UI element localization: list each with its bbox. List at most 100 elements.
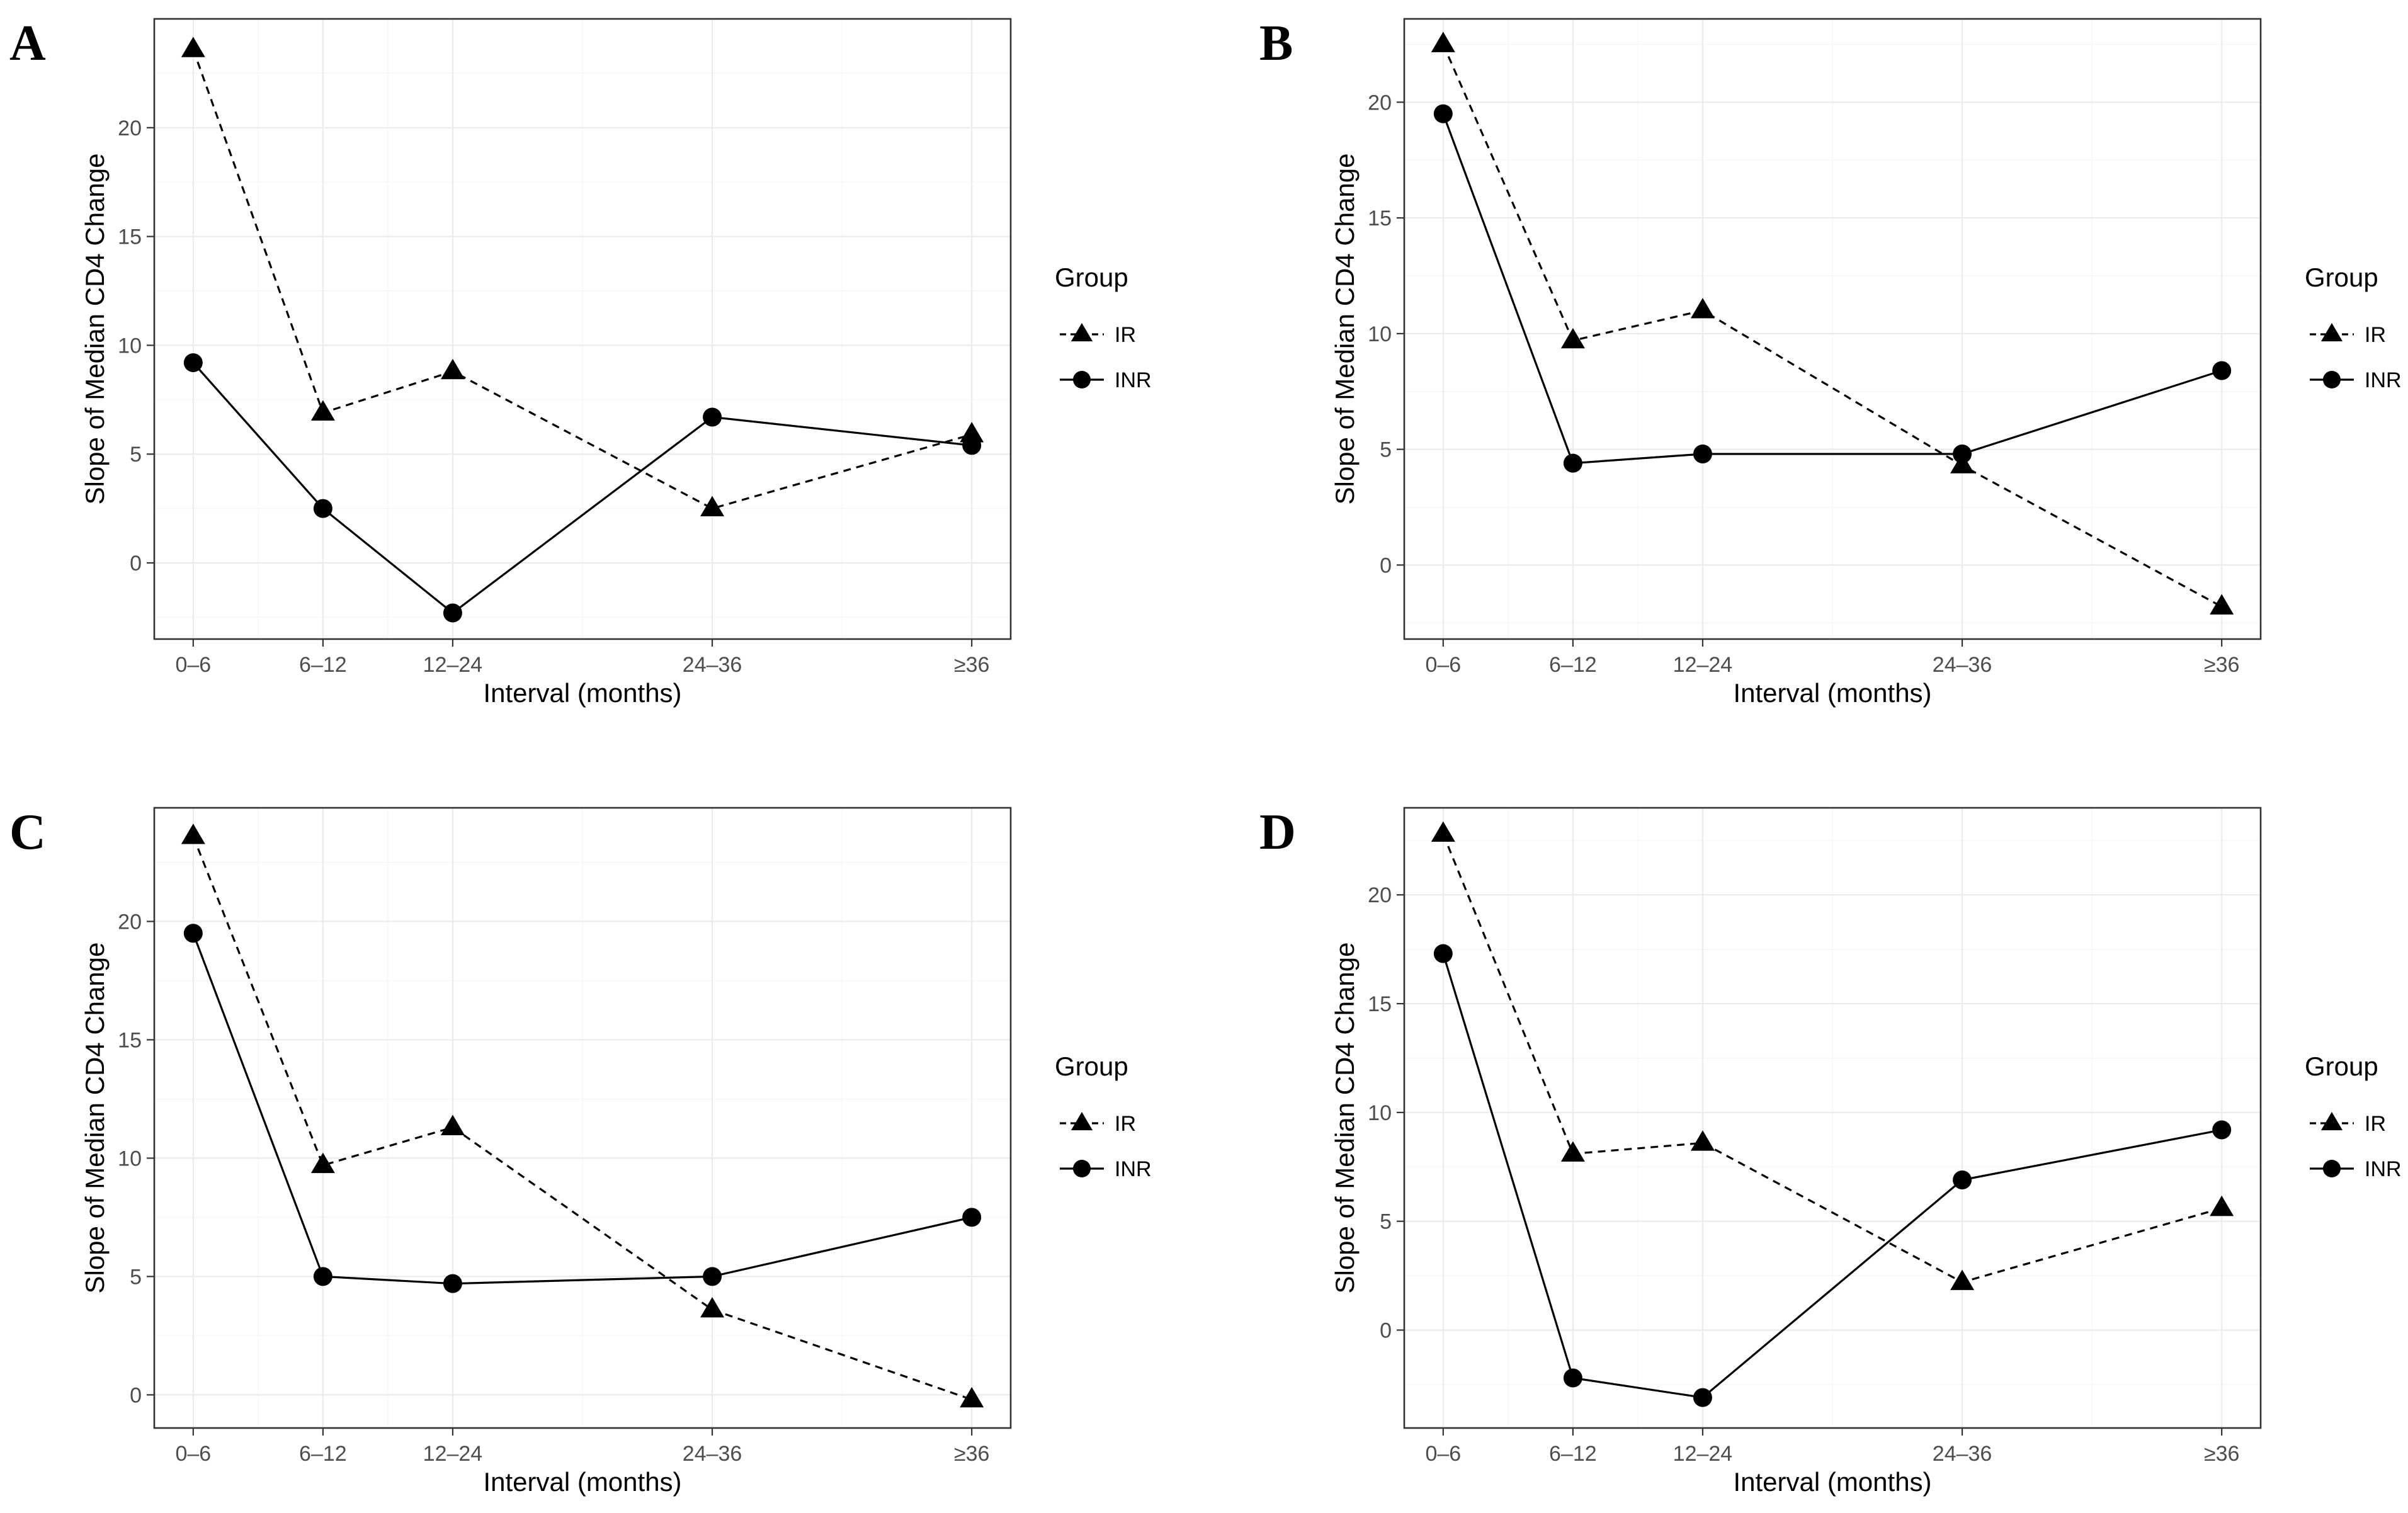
y-tick-label: 0 (130, 1383, 142, 1407)
y-tick-label: 10 (118, 1147, 142, 1170)
x-tick-label: 12–24 (423, 1442, 483, 1466)
legend-label-inr: INR (1115, 1157, 1152, 1181)
data-point-ir (2210, 1195, 2234, 1216)
data-point-inr (1953, 1170, 1972, 1189)
x-axis-title: Interval (months) (483, 1467, 681, 1497)
data-point-inr (183, 353, 203, 373)
data-point-ir (440, 358, 465, 380)
data-point-inr (1693, 1388, 1712, 1407)
data-point-inr (962, 1208, 982, 1227)
x-tick-label: ≥36 (954, 1442, 989, 1466)
x-tick-label: 0–6 (1425, 653, 1461, 677)
y-axis-title: Slope of Median CD4 Change (1330, 942, 1360, 1293)
data-point-ir (960, 422, 984, 443)
plot-border (153, 18, 1012, 640)
x-tick-label: 6–12 (1549, 653, 1597, 677)
plot-border (1403, 807, 2262, 1429)
y-tick-label: 0 (130, 552, 142, 575)
data-point-ir (1950, 1269, 1975, 1290)
y-tick-label: 10 (118, 334, 142, 358)
legend-label-inr: INR (2365, 1157, 2402, 1181)
legend-key-marker-ir (2320, 1112, 2343, 1131)
x-tick-label: 24–36 (683, 1442, 742, 1466)
y-axis-title: Slope of Median CD4 Change (1330, 153, 1360, 504)
legend-key-marker-ir (2320, 323, 2343, 342)
legend-key-marker-ir (1071, 323, 1093, 342)
legend-label-ir: IR (2365, 323, 2386, 347)
panel-letter: D (1259, 805, 1296, 860)
data-point-inr (443, 1274, 462, 1293)
data-point-ir (1431, 31, 1455, 52)
data-point-inr (703, 1267, 722, 1286)
data-point-inr (1433, 104, 1453, 123)
panel-letter: B (1259, 16, 1293, 71)
data-point-ir (700, 1297, 725, 1318)
data-point-ir (440, 1114, 465, 1135)
plot-border (153, 807, 1012, 1429)
x-tick-label: 24–36 (1933, 1442, 1992, 1466)
legend-label-inr: INR (2365, 368, 2402, 392)
y-tick-label: 5 (130, 1265, 142, 1289)
chart-panel-c: C 0 5 10 15 20 0–6 6–12 12–24 24–36 ≥36 Interval (m… (9, 805, 1152, 1497)
y-tick-label: 5 (1380, 438, 1392, 462)
panel-letter: C (9, 805, 46, 860)
series-line-ir (1442, 833, 2222, 1284)
y-tick-label: 15 (1368, 207, 1392, 230)
data-point-inr (2212, 1120, 2232, 1140)
x-tick-label: 12–24 (423, 653, 483, 677)
legend-label-inr: INR (1115, 368, 1152, 392)
legend-title: Group (1055, 1051, 1128, 1081)
data-point-ir (181, 824, 205, 844)
data-point-ir (1690, 298, 1715, 319)
x-axis-title: Interval (months) (1733, 1467, 1931, 1497)
y-tick-label: 10 (1368, 322, 1392, 346)
x-tick-label: 6–12 (299, 653, 347, 677)
y-axis-title: Slope of Median CD4 Change (80, 942, 110, 1293)
legend-key-marker-inr (1073, 1160, 1091, 1177)
data-point-inr (1563, 453, 1582, 473)
data-point-inr (1953, 444, 1972, 463)
data-point-ir (700, 496, 725, 517)
x-tick-label: 12–24 (1673, 1442, 1733, 1466)
x-tick-label: 0–6 (175, 1442, 211, 1466)
y-tick-label: 15 (118, 225, 142, 249)
data-point-ir (960, 1386, 984, 1408)
y-tick-label: 20 (1368, 883, 1392, 907)
x-tick-label: 24–36 (1933, 653, 1992, 677)
x-tick-label: 6–12 (1549, 1442, 1597, 1466)
x-tick-label: 0–6 (175, 653, 211, 677)
x-tick-label: 12–24 (1673, 653, 1733, 677)
x-tick-label: 24–36 (683, 653, 742, 677)
chart-panel-a: A 0 5 10 15 20 0–6 6–12 12–24 24–36 ≥36 Interval (m… (9, 16, 1152, 708)
y-tick-label: 10 (1368, 1101, 1392, 1125)
y-tick-label: 15 (118, 1028, 142, 1052)
legend-key-marker-inr (1073, 371, 1091, 388)
legend-title: Group (1055, 263, 1128, 292)
data-point-inr (1563, 1368, 1582, 1388)
panel-letter: A (9, 16, 46, 71)
data-point-inr (703, 407, 722, 427)
data-point-inr (313, 499, 332, 518)
data-point-inr (2212, 361, 2232, 380)
x-axis-title: Interval (months) (1733, 678, 1931, 708)
chart-panel-b: B 0 5 10 15 20 0–6 6–12 12–24 24–36 ≥36 Interval (m… (1259, 16, 2402, 708)
data-point-ir (181, 37, 205, 57)
legend-label-ir: IR (1115, 1112, 1136, 1136)
legend-title: Group (2305, 263, 2378, 292)
y-tick-label: 20 (118, 910, 142, 934)
x-axis-title: Interval (months) (483, 678, 681, 708)
data-point-ir (1560, 1141, 1585, 1162)
y-tick-label: 5 (130, 443, 142, 467)
legend-label-ir: IR (1115, 323, 1136, 347)
data-point-ir (2210, 594, 2234, 615)
plot-border (1403, 18, 2262, 640)
data-point-ir (310, 400, 335, 421)
y-tick-label: 15 (1368, 992, 1392, 1016)
x-tick-label: ≥36 (2204, 653, 2239, 677)
y-tick-label: 0 (1380, 1318, 1392, 1342)
x-tick-label: ≥36 (954, 653, 989, 677)
x-tick-label: 6–12 (299, 1442, 347, 1466)
data-point-ir (1560, 327, 1585, 349)
data-point-inr (1693, 444, 1712, 463)
